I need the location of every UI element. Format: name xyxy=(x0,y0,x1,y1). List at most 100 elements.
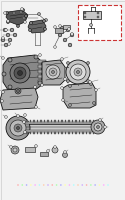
Bar xyxy=(86,132,87,134)
Circle shape xyxy=(94,184,96,186)
Bar xyxy=(25,147,35,152)
Circle shape xyxy=(10,63,30,83)
Bar xyxy=(26,132,28,134)
Circle shape xyxy=(14,124,22,132)
Circle shape xyxy=(17,115,19,117)
Circle shape xyxy=(24,131,26,133)
Circle shape xyxy=(107,184,109,186)
Bar xyxy=(68,132,70,134)
Bar xyxy=(58,132,59,134)
Circle shape xyxy=(30,21,32,24)
Circle shape xyxy=(5,29,7,31)
Circle shape xyxy=(92,102,96,104)
Bar xyxy=(92,120,94,122)
Circle shape xyxy=(77,184,79,186)
Bar xyxy=(78,120,80,122)
Circle shape xyxy=(13,33,17,37)
Circle shape xyxy=(13,148,17,152)
Circle shape xyxy=(2,72,6,76)
Circle shape xyxy=(68,43,72,47)
Bar xyxy=(25,130,98,132)
Bar xyxy=(50,120,52,122)
Circle shape xyxy=(38,81,42,85)
Circle shape xyxy=(39,54,41,56)
Bar xyxy=(38,65,46,68)
Bar xyxy=(30,120,31,122)
Bar xyxy=(82,120,84,122)
Bar xyxy=(50,132,52,134)
Circle shape xyxy=(54,146,56,148)
Bar xyxy=(83,11,101,19)
Circle shape xyxy=(54,26,56,28)
Bar xyxy=(72,120,73,122)
Circle shape xyxy=(6,33,10,37)
Circle shape xyxy=(96,126,100,129)
Bar xyxy=(89,120,90,122)
Circle shape xyxy=(99,119,101,121)
Circle shape xyxy=(2,91,4,93)
Circle shape xyxy=(59,25,61,27)
Circle shape xyxy=(43,184,44,186)
Circle shape xyxy=(1,38,5,42)
Circle shape xyxy=(60,26,64,30)
Bar xyxy=(64,132,66,134)
Circle shape xyxy=(4,43,8,47)
Circle shape xyxy=(16,127,20,130)
Circle shape xyxy=(68,28,70,30)
Circle shape xyxy=(76,71,80,73)
Bar xyxy=(38,60,46,63)
Circle shape xyxy=(49,68,57,76)
Circle shape xyxy=(90,82,92,86)
Circle shape xyxy=(91,120,105,134)
Circle shape xyxy=(97,16,99,18)
Bar xyxy=(54,132,56,134)
Circle shape xyxy=(68,84,71,88)
Circle shape xyxy=(44,19,48,21)
FancyBboxPatch shape xyxy=(78,5,121,40)
Circle shape xyxy=(34,55,38,59)
Circle shape xyxy=(99,184,100,186)
Bar xyxy=(36,132,38,134)
Circle shape xyxy=(7,20,9,22)
Bar xyxy=(33,132,34,134)
Circle shape xyxy=(24,114,26,116)
Circle shape xyxy=(71,33,73,35)
Bar xyxy=(92,132,94,134)
Circle shape xyxy=(62,99,64,101)
Circle shape xyxy=(8,38,12,42)
Circle shape xyxy=(26,184,27,186)
Bar xyxy=(78,132,80,134)
Circle shape xyxy=(23,121,25,123)
Circle shape xyxy=(90,184,92,186)
Bar xyxy=(75,120,76,122)
Polygon shape xyxy=(63,83,96,108)
Circle shape xyxy=(2,37,4,39)
Bar xyxy=(58,120,59,122)
Circle shape xyxy=(21,8,23,10)
Circle shape xyxy=(62,152,68,158)
Circle shape xyxy=(47,150,49,152)
Circle shape xyxy=(22,8,25,11)
Circle shape xyxy=(86,62,90,64)
Circle shape xyxy=(17,184,19,186)
Polygon shape xyxy=(6,10,28,25)
Circle shape xyxy=(86,184,87,186)
Circle shape xyxy=(8,85,12,89)
Circle shape xyxy=(5,116,7,118)
Circle shape xyxy=(84,16,86,18)
Circle shape xyxy=(30,184,32,186)
Circle shape xyxy=(28,28,32,31)
Circle shape xyxy=(34,184,36,186)
Circle shape xyxy=(58,33,62,37)
Circle shape xyxy=(47,184,49,186)
Circle shape xyxy=(61,87,63,89)
Circle shape xyxy=(56,184,57,186)
Circle shape xyxy=(42,20,45,22)
Circle shape xyxy=(64,184,66,186)
Circle shape xyxy=(94,123,102,131)
Circle shape xyxy=(14,67,26,79)
Circle shape xyxy=(38,12,40,16)
Circle shape xyxy=(46,65,60,79)
Circle shape xyxy=(44,27,46,30)
Bar xyxy=(25,122,98,124)
